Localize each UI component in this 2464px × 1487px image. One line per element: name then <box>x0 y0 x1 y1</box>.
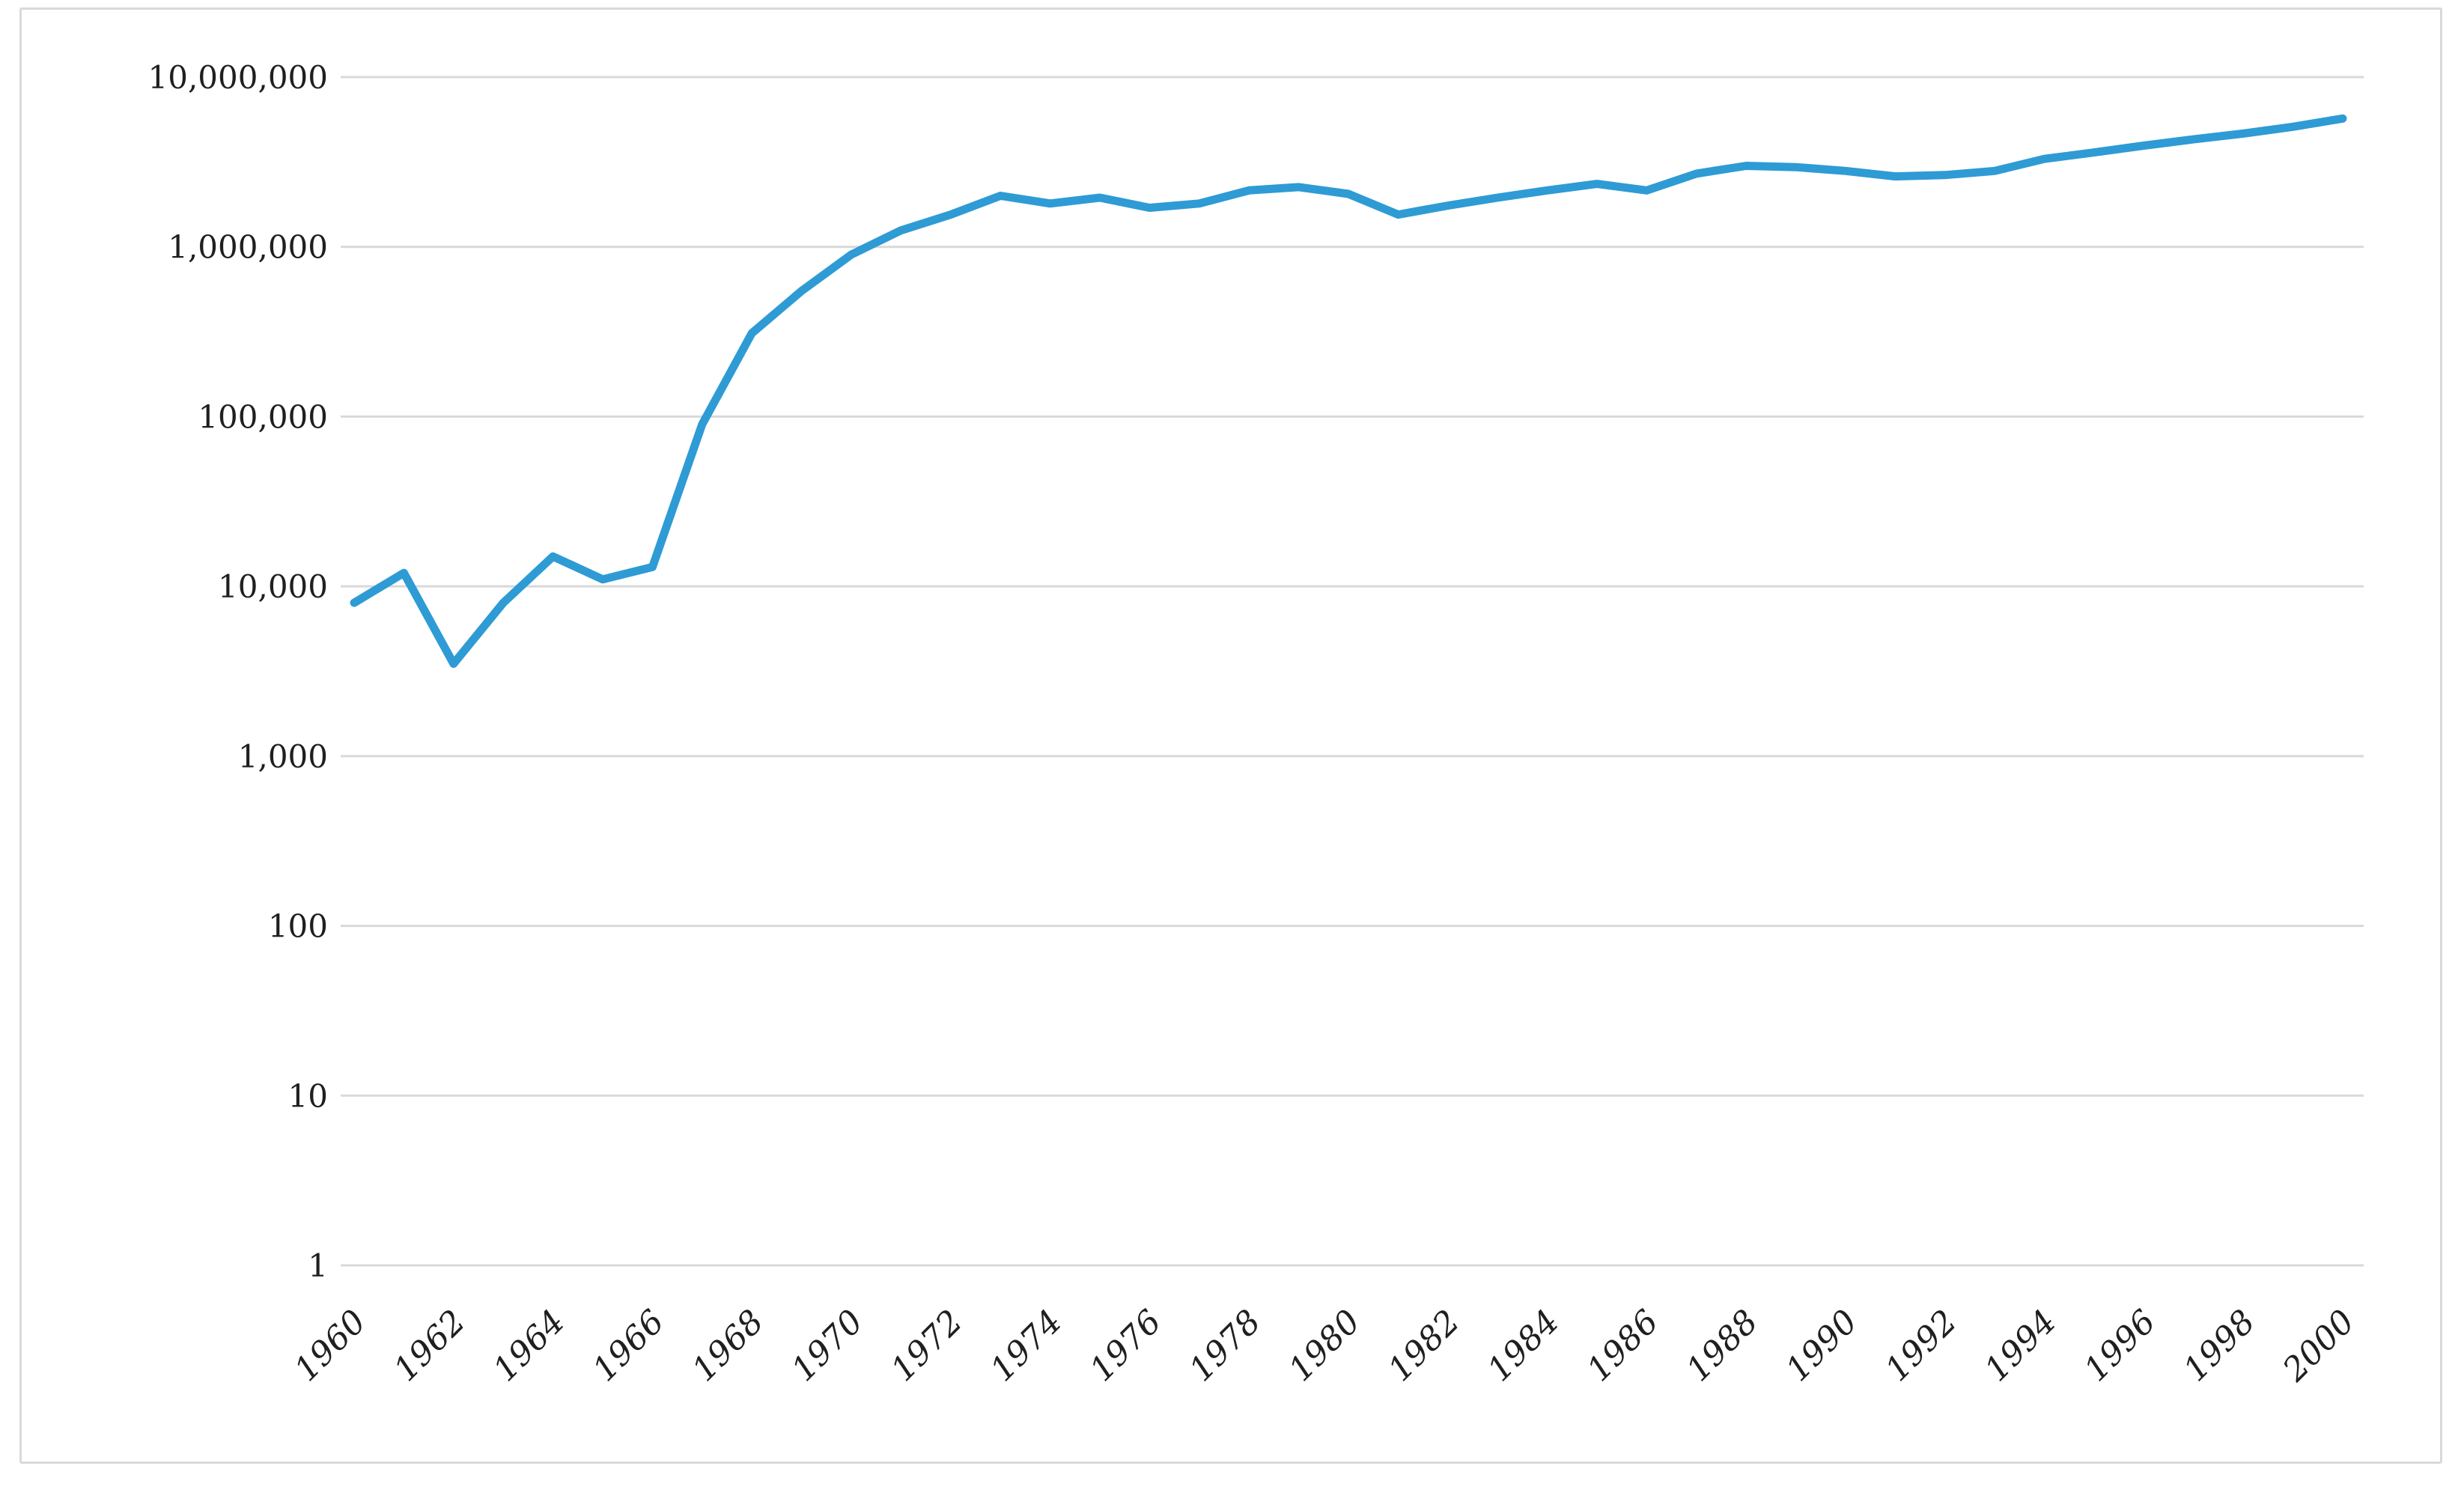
x-axis-label: 1984 <box>1480 1303 1566 1389</box>
data-line-value <box>350 114 2347 668</box>
x-axis-label: 1990 <box>1779 1303 1865 1389</box>
y-axis-label: 100 <box>268 908 328 945</box>
y-axis-labels-group: 10,000,000 1,000,000 100,000 10,000 1,000 100… <box>148 59 328 1284</box>
x-axis-label: 1970 <box>785 1303 871 1389</box>
gridlines-group <box>341 76 2364 1267</box>
data-series-group <box>350 114 2347 668</box>
x-axis-label: 1968 <box>685 1303 771 1389</box>
x-axis-labels-group: 1960 1962 1964 1966 1968 1970 1972 1974 1976 1978… <box>288 1303 2362 1390</box>
y-axis-label: 1 <box>308 1247 328 1284</box>
x-axis-label: 1992 <box>1878 1303 1964 1389</box>
x-axis-label: 1986 <box>1580 1303 1666 1389</box>
x-axis-label: 1964 <box>486 1303 572 1389</box>
y-axis-label: 10,000,000 <box>148 59 328 96</box>
x-axis-label: 1960 <box>288 1303 374 1389</box>
y-axis-label: 10 <box>288 1077 328 1114</box>
x-axis-label: 1974 <box>983 1303 1069 1389</box>
x-axis-label: 1966 <box>585 1303 672 1389</box>
x-axis-label: 1972 <box>883 1303 970 1389</box>
x-axis-label: 1998 <box>2176 1303 2263 1389</box>
x-axis-label: 1994 <box>1977 1303 2063 1389</box>
chart-frame <box>19 7 2442 1464</box>
x-axis-label: 1978 <box>1182 1303 1268 1389</box>
x-axis-label: 1976 <box>1083 1303 1169 1389</box>
x-axis-label: 1982 <box>1381 1303 1467 1389</box>
y-axis-label: 10,000 <box>218 568 328 605</box>
x-axis-label: 1988 <box>1679 1303 1765 1389</box>
y-axis-label: 1,000 <box>238 738 328 775</box>
x-axis-label: 1962 <box>386 1303 472 1389</box>
x-axis-label: 1996 <box>2077 1303 2163 1389</box>
y-axis-label: 1,000,000 <box>168 229 328 266</box>
x-axis-label: 1980 <box>1282 1303 1368 1389</box>
y-axis-label: 100,000 <box>198 398 328 435</box>
x-axis-label: 2000 <box>2275 1303 2362 1390</box>
